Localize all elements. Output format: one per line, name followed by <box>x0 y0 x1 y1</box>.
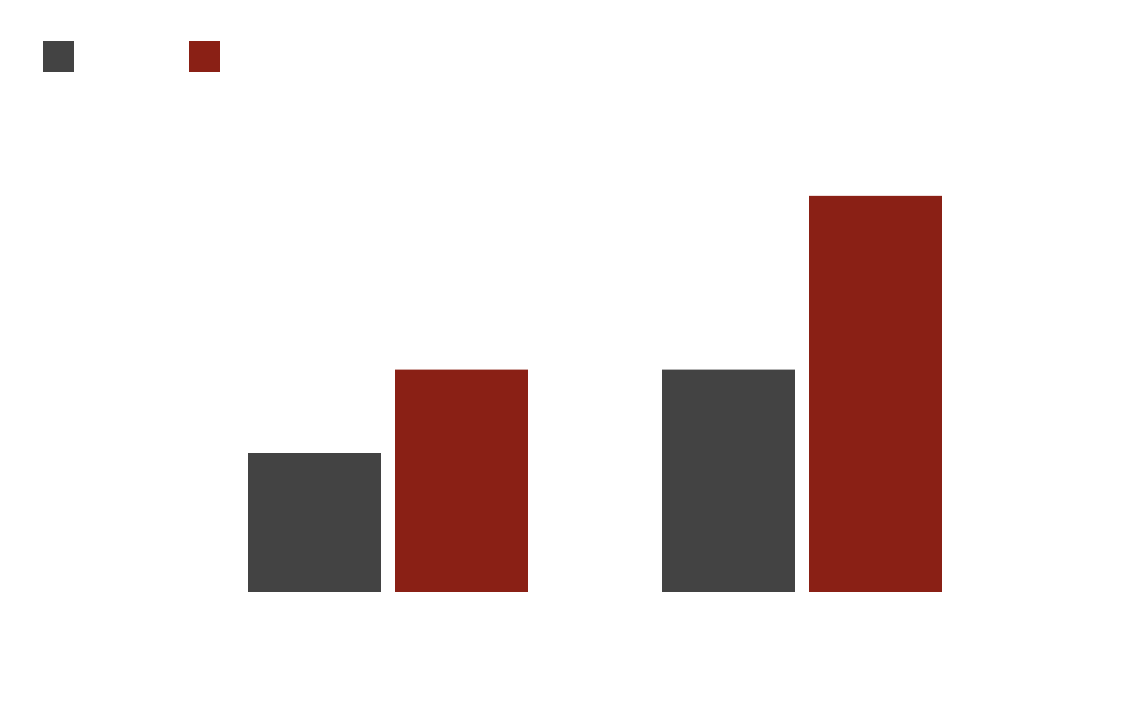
plot-area <box>248 196 942 592</box>
legend <box>43 41 220 72</box>
bar-series-1-category-1 <box>248 453 381 592</box>
bar-series-2-category-2 <box>809 196 942 592</box>
bar-series-1-category-2 <box>662 370 795 592</box>
legend-swatch-series-2 <box>189 41 220 72</box>
legend-swatch-series-1 <box>43 41 74 72</box>
bar-series-2-category-1 <box>395 370 528 592</box>
